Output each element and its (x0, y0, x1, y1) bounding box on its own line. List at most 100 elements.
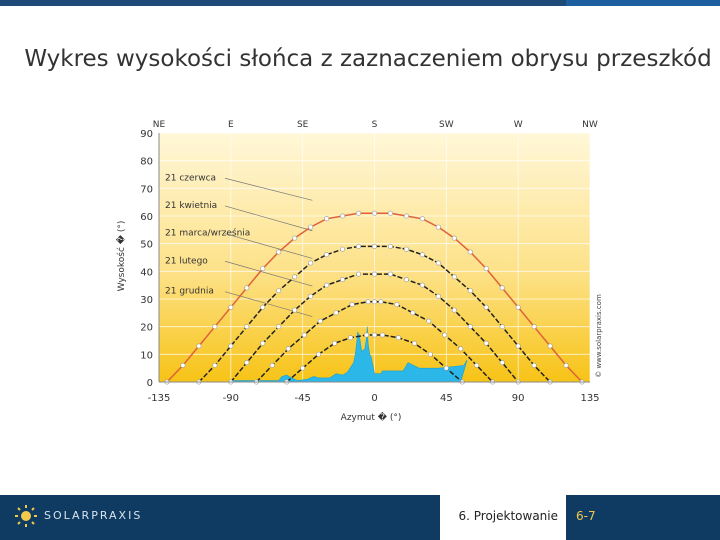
series-label: 21 lutego (165, 256, 208, 266)
compass-label: E (228, 120, 234, 130)
series-label-leader (224, 260, 313, 287)
series-point (451, 274, 457, 280)
series-point (442, 332, 448, 338)
series-point (371, 332, 377, 338)
series-layer (164, 210, 585, 385)
footer: SOLARPRAXIS 6. Projektowanie 6-7 (0, 495, 720, 540)
series-point (426, 318, 432, 324)
x-tick-label: 45 (440, 393, 453, 404)
series-point (348, 335, 354, 341)
series-label: 21 czerwca (165, 173, 216, 183)
series-point (419, 252, 425, 258)
series-label-leader (224, 177, 313, 201)
series-point (458, 346, 464, 352)
series-point (499, 324, 505, 330)
label-leaders (224, 177, 313, 317)
x-tick-label: -135 (148, 393, 171, 404)
series-point (395, 335, 401, 341)
series-point (365, 299, 371, 305)
series-point (371, 299, 377, 305)
series-point (371, 271, 377, 277)
series-point (563, 362, 569, 368)
y-tick-label: 0 (147, 378, 153, 389)
series-point (403, 246, 409, 252)
y-tick-label: 20 (140, 323, 153, 334)
series-point (531, 362, 537, 368)
series-point (276, 249, 282, 255)
compass-label: S (372, 120, 378, 130)
x-tick-label: 90 (512, 393, 525, 404)
compass-label: SE (297, 120, 309, 130)
series-point (244, 360, 250, 366)
series-point (531, 324, 537, 330)
x-tick-label: 135 (580, 393, 599, 404)
series-line (198, 245, 551, 383)
compass-label: W (514, 120, 523, 130)
series-label: 21 grudnia (165, 287, 214, 297)
series-point (387, 271, 393, 277)
series-point (356, 243, 362, 249)
x-tick-label: 0 (371, 393, 377, 404)
y-tick-label: 60 (140, 212, 153, 223)
series-point (340, 277, 346, 283)
series-point (483, 304, 489, 310)
series-point (300, 365, 306, 371)
y-tick-label: 90 (140, 129, 153, 140)
series-point (316, 351, 322, 357)
series-point (269, 362, 275, 368)
series-point (324, 252, 330, 258)
obstacle-outline (230, 326, 468, 383)
y-tick-label: 80 (140, 157, 153, 168)
series-point (292, 307, 298, 313)
series-point (301, 332, 307, 338)
series-point (371, 243, 377, 249)
brand-name: SOLARPRAXIS (44, 509, 143, 522)
series-label-leader (224, 233, 313, 259)
series-point (499, 285, 505, 291)
series-point (340, 213, 346, 219)
x-axis-title: Azymut � (°) (341, 411, 402, 423)
series-line (255, 301, 494, 383)
series-point (356, 271, 362, 277)
y-tick-label: 70 (140, 184, 153, 195)
series-point (308, 260, 314, 266)
series-label-leader (224, 205, 313, 232)
series-point (364, 332, 370, 338)
series-point (467, 249, 473, 255)
series-point (435, 260, 441, 266)
series-labels: 21 czerwca 21 kwietnia 21 marca/września 21… (165, 173, 250, 296)
series-point (547, 343, 553, 349)
series-point (427, 351, 433, 357)
series-label: 21 kwietnia (165, 201, 217, 211)
series-point (435, 293, 441, 299)
series-point (324, 282, 330, 288)
series-point (387, 210, 393, 216)
series-point (435, 224, 441, 230)
series-point (483, 266, 489, 272)
series-point (292, 235, 298, 241)
page-number: 6-7 (566, 495, 720, 540)
series-point (371, 210, 377, 216)
series-point (410, 310, 416, 316)
series-point (515, 343, 521, 349)
y-axis-title: Wysokość � (°) (115, 221, 127, 292)
y-tick-label: 50 (140, 240, 153, 251)
series-point (292, 274, 298, 280)
series-point (467, 288, 473, 294)
series-point (443, 365, 449, 371)
series-point (349, 302, 355, 308)
y-tick-label: 40 (140, 267, 153, 278)
slide-title: Wykres wysokości słońca z zaznaczeniem o… (24, 46, 712, 72)
series-point (333, 310, 339, 316)
compass-label: NW (582, 120, 598, 130)
series-point (260, 304, 266, 310)
series-label: 21 marca/września (165, 228, 250, 239)
series-point (467, 324, 473, 330)
series-point (474, 362, 480, 368)
top-bar-right (566, 0, 720, 6)
series-point (394, 302, 400, 308)
series-point (244, 285, 250, 291)
series-point (387, 243, 393, 249)
series-point (228, 304, 234, 310)
series-point (483, 340, 489, 346)
